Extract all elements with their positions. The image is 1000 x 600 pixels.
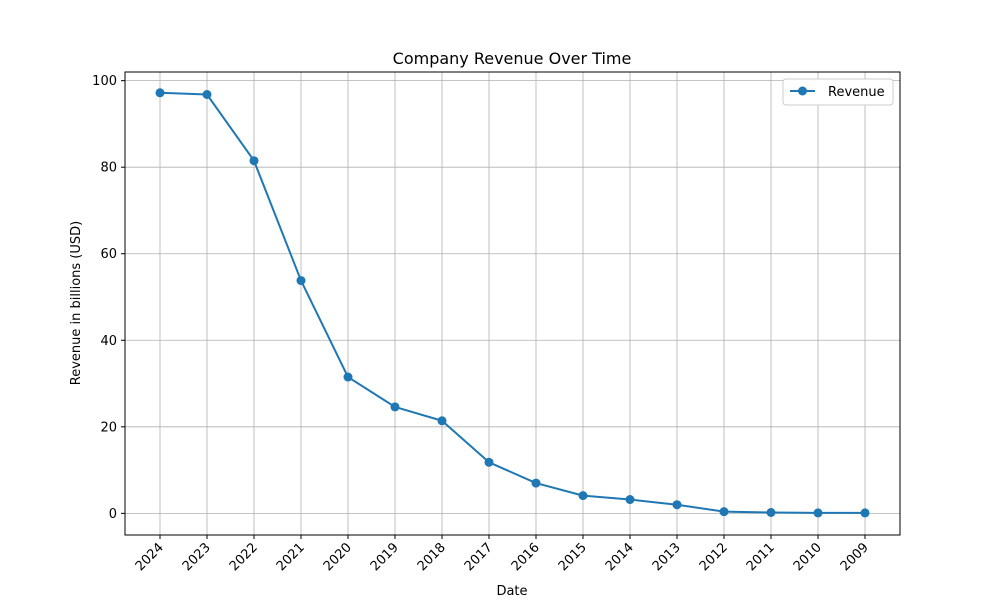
- y-tick-label: 100: [92, 74, 117, 89]
- data-point: [296, 276, 306, 286]
- data-point: [484, 457, 494, 467]
- legend-label: Revenue: [828, 85, 885, 100]
- y-axis: 0 20 40 60 80 100: [92, 74, 125, 522]
- data-point: [766, 507, 776, 517]
- legend-box: [782, 78, 894, 106]
- data-point: [202, 90, 212, 100]
- data-point: [860, 508, 870, 518]
- series-line: [159, 91, 865, 514]
- y-axis-label: Revenue in billions (USD): [69, 221, 84, 385]
- data-point: [390, 402, 400, 412]
- data-point: [625, 495, 635, 505]
- plot-frame: [124, 71, 901, 536]
- legend: Revenue: [782, 78, 894, 106]
- series-layer: [155, 88, 870, 518]
- data-point: [672, 500, 682, 510]
- data-point: [249, 156, 259, 166]
- data-point: [719, 507, 729, 517]
- data-point: [343, 372, 353, 382]
- data-point: [813, 508, 823, 518]
- legend-marker: [798, 86, 807, 96]
- x-axis-label: Date: [496, 584, 527, 599]
- data-point: [155, 88, 165, 98]
- y-tick-label: 80: [100, 161, 117, 176]
- y-tick-label: 20: [100, 420, 117, 435]
- y-tick-label: 40: [100, 334, 117, 349]
- y-tick-label: 60: [100, 247, 117, 262]
- data-point: [531, 478, 541, 488]
- data-point: [437, 416, 447, 426]
- chart-title: Company Revenue Over Time: [393, 49, 632, 68]
- grid: [125, 72, 900, 535]
- y-tick-label: 0: [109, 507, 117, 522]
- data-point: [578, 491, 588, 501]
